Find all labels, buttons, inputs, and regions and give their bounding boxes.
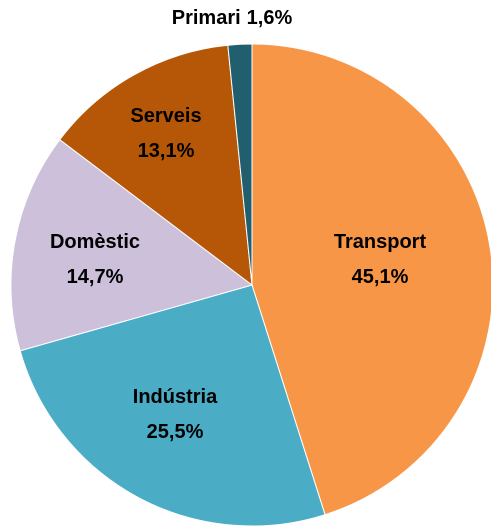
slice-label: Indústria 25,5%: [133, 386, 218, 443]
slice-label: Serveis 13,1%: [130, 105, 201, 162]
category-label: Serveis: [130, 105, 201, 127]
value-label: 13,1%: [138, 140, 195, 162]
pie-slice: [59, 44, 253, 287]
slice-label: Domèstic 14,7%: [50, 231, 140, 288]
pie-slice: [251, 43, 491, 516]
category-label: Primari: [172, 7, 241, 29]
value-label: 45,1%: [352, 266, 409, 288]
pie-slice: [10, 138, 254, 352]
value-label: 14,7%: [67, 266, 124, 288]
category-label: Domèstic: [50, 231, 140, 253]
value-label: 25,5%: [147, 421, 204, 443]
slice-label: Transport 45,1%: [334, 231, 427, 288]
pie-slice: [19, 284, 326, 527]
slice-label: Primari 1,6%: [172, 7, 293, 29]
category-label: Indústria: [133, 386, 218, 408]
value-label: 1,6%: [247, 7, 293, 29]
category-label: Transport: [334, 231, 427, 253]
pie-slice: [227, 43, 253, 286]
